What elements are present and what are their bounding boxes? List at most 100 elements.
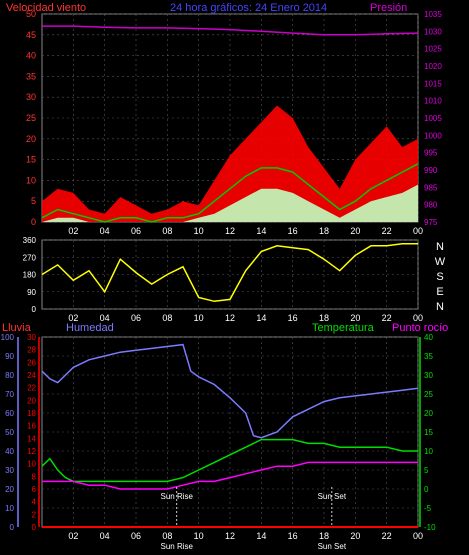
direction-x-tick-label: 00 (413, 313, 423, 323)
compass-label: W (435, 256, 446, 268)
sun-marker-label: Sun Rise (160, 492, 193, 501)
direction-y-tick-label: 0 (32, 305, 37, 314)
humidity-y-tick-label: 70 (5, 390, 14, 399)
direction-y-tick-label: 180 (23, 271, 37, 280)
title-left: Velocidad viento (6, 2, 86, 14)
wind-y-tick-label: 30 (26, 92, 36, 102)
wind-y-tick-label: 5 (31, 196, 36, 206)
direction-x-tick-label: 18 (319, 313, 329, 323)
rain-y-tick-label: 20 (27, 396, 36, 405)
wind-x-tick-label: 20 (350, 226, 360, 236)
wind-direction-chart: 02 04 06 08 10 12 14 16 18 20 22 00090180270360NWSE… (23, 236, 446, 323)
humidity-x-tick-label: 04 (100, 531, 110, 541)
humidity-y-tick-label: 90 (5, 352, 14, 361)
rain-y-tick-label: 14 (27, 434, 36, 443)
temperature-y-tick-label: -10 (424, 523, 436, 532)
pressure-y-tick-label: 1010 (424, 97, 442, 106)
humidity-x-tick-label: 10 (194, 531, 204, 541)
temperature-y-tick-label: 15 (424, 428, 433, 437)
wind-x-tick-label: 02 (68, 226, 78, 236)
compass-label: S (436, 271, 443, 283)
rain-y-tick-label: 2 (32, 510, 37, 519)
wind-y-tick-label: 15 (26, 155, 36, 165)
rain-y-tick-label: 16 (27, 422, 36, 431)
rain-label: Lluvia (2, 322, 32, 334)
temperature-y-tick-label: 25 (424, 390, 433, 399)
humidity-x-tick-label: 14 (256, 531, 266, 541)
pressure-y-tick-label: 990 (424, 166, 438, 175)
humidity-x-tick-label: 02 (68, 531, 78, 541)
direction-x-tick-label: 14 (256, 313, 266, 323)
wind-y-tick-label: 50 (26, 9, 36, 19)
rain-y-tick-label: 6 (32, 485, 37, 494)
dewpoint-series (42, 461, 418, 490)
wind-x-tick-label: 04 (100, 226, 110, 236)
wind-y-tick-label: 35 (26, 71, 36, 81)
humidity-x-tick-label: 16 (288, 531, 298, 541)
pressure-y-tick-label: 985 (424, 183, 438, 192)
direction-x-tick-label: 04 (100, 313, 110, 323)
humidity-x-tick-label: 22 (382, 531, 392, 541)
pressure-y-tick-label: 975 (424, 218, 438, 227)
pressure-y-tick-label: 1025 (424, 45, 442, 54)
humidity-y-tick-label: 40 (5, 447, 14, 456)
direction-x-tick-label: 16 (288, 313, 298, 323)
wind-x-tick-label: 22 (382, 226, 392, 236)
rain-y-tick-label: 28 (27, 346, 36, 355)
temperature-y-tick-label: 5 (424, 466, 429, 475)
rain-y-tick-label: 26 (27, 358, 36, 367)
temperature-y-tick-label: 30 (424, 371, 433, 380)
humidity-y-tick-label: 20 (5, 485, 14, 494)
chart-labels: Velocidad viento 24 hora gráficos: 24 En… (2, 2, 448, 334)
wind-y-tick-label: 25 (26, 113, 36, 123)
wind-x-tick-label: 14 (256, 226, 266, 236)
humidity-y-tick-label: 0 (10, 523, 15, 532)
direction-x-tick-label: 06 (131, 313, 141, 323)
wind-y-tick-label: 20 (26, 134, 36, 144)
wind-x-tick-label: 10 (194, 226, 204, 236)
pressure-y-tick-label: 1035 (424, 10, 442, 19)
rain-y-tick-label: 10 (27, 460, 36, 469)
rain-y-tick-label: 24 (27, 371, 36, 380)
wind-y-tick-label: 10 (26, 175, 36, 185)
pressure-y-tick-label: 1015 (424, 79, 442, 88)
rain-y-tick-label: 4 (32, 498, 37, 507)
direction-x-tick-label: 12 (225, 313, 235, 323)
pressure-y-tick-label: 995 (424, 149, 438, 158)
humidity-series (41, 343, 419, 439)
wind-x-tick-label: 12 (225, 226, 235, 236)
humidity-y-tick-label: 10 (5, 504, 14, 513)
wind-x-tick-label: 18 (319, 226, 329, 236)
wind-x-tick-label: 06 (131, 226, 141, 236)
wind-y-tick-label: 45 (26, 30, 36, 40)
title-right: Presión (370, 2, 407, 14)
temperature-series (41, 438, 418, 483)
temperature-y-tick-label: 20 (424, 409, 433, 418)
humidity-y-tick-label: 60 (5, 409, 14, 418)
chart-title: 24 hora gráficos: 24 Enero 2014 (170, 2, 327, 14)
temperature-label: Temperatura (312, 322, 375, 334)
rain-y-tick-label: 0 (32, 523, 37, 532)
wind-min-series (42, 184, 418, 222)
direction-y-tick-label: 270 (23, 253, 37, 262)
direction-x-tick-label: 10 (194, 313, 204, 323)
rain-y-tick-label: 22 (27, 384, 36, 393)
humidity-x-tick-label: 06 (131, 531, 141, 541)
humidity-x-tick-label: 00 (413, 531, 423, 541)
direction-y-tick-label: 360 (23, 236, 37, 245)
dewpoint-label: Punto rocío (392, 322, 448, 334)
wind-x-tick-label: 08 (162, 226, 172, 236)
direction-x-tick-label: 02 (68, 313, 78, 323)
pressure-series (42, 25, 419, 36)
sun-bottom-label: Sun Rise (160, 542, 193, 551)
humidity-y-tick-label: 100 (1, 333, 15, 342)
pressure-y-tick-label: 1000 (424, 131, 442, 140)
direction-x-tick-label: 22 (382, 313, 392, 323)
humidity-x-tick-label: 20 (350, 531, 360, 541)
temperature-y-tick-label: 40 (424, 333, 433, 342)
humidity-x-tick-label: 12 (225, 531, 235, 541)
humidity-label: Humedad (66, 322, 114, 334)
temperature-y-tick-label: 35 (424, 352, 433, 361)
rain-y-tick-label: 12 (27, 447, 36, 456)
